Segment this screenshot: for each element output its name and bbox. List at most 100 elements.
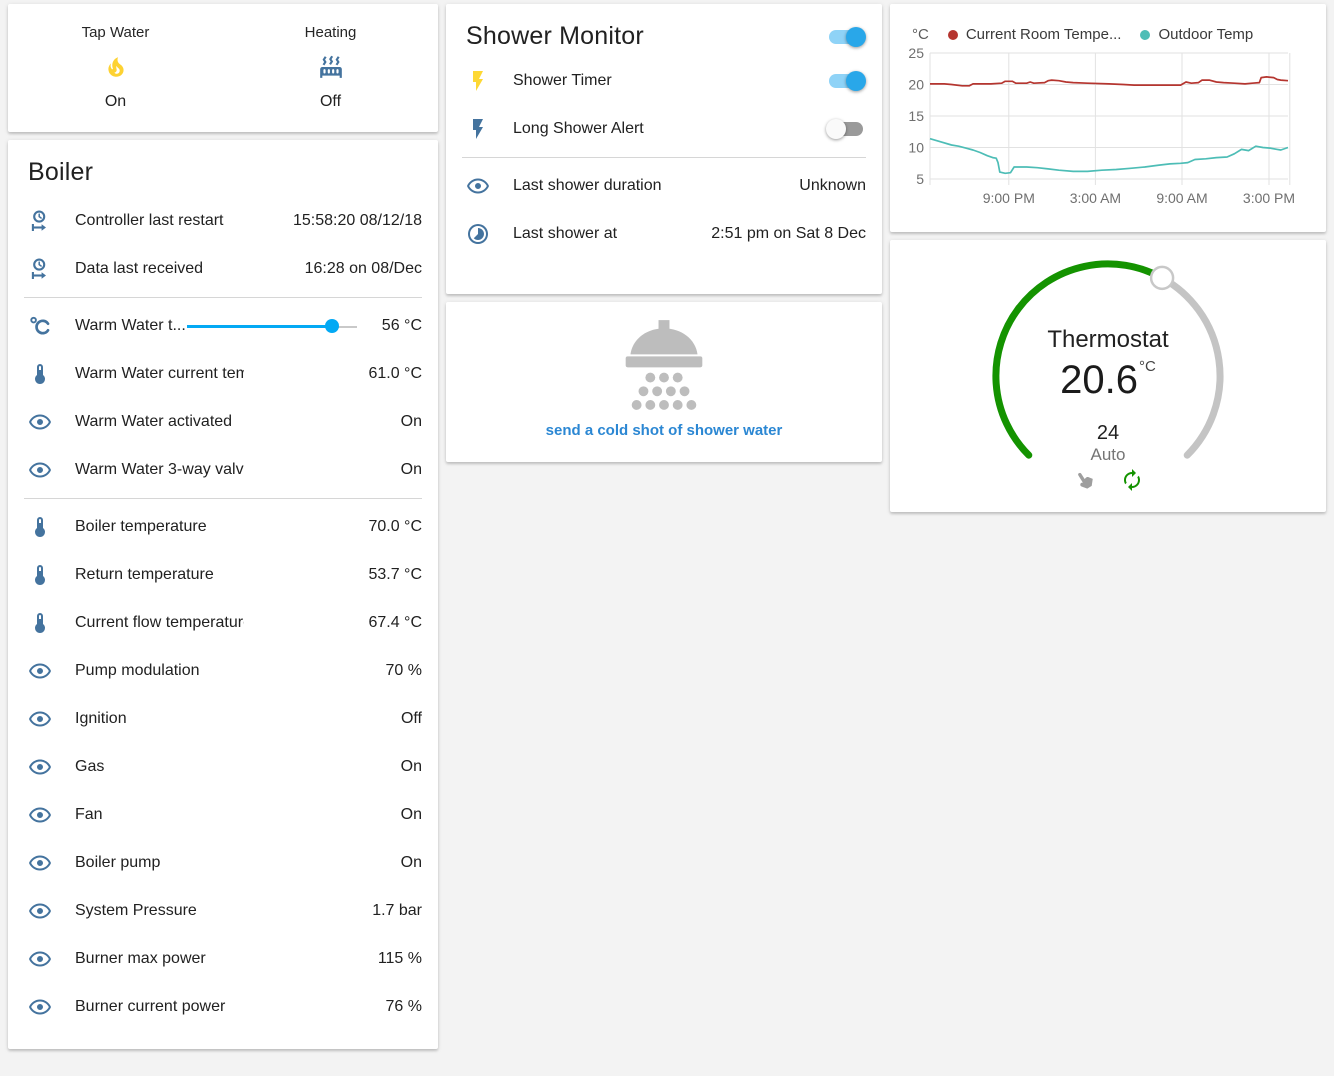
entity-row-warm-water-current-temperature[interactable]: Warm Water current temperature 61.0 °C [8, 350, 438, 398]
entity-state: 56 °C [381, 317, 422, 334]
eye-icon [28, 899, 52, 923]
timelapse-icon [466, 222, 490, 246]
entity-name: Gas [75, 758, 105, 775]
dial-rest-arc [1158, 274, 1224, 459]
glance-item-label: Heating [304, 24, 357, 41]
eye-icon [28, 707, 52, 731]
warm-water-temp-slider[interactable] [187, 316, 357, 336]
eye-icon [28, 995, 52, 1019]
entity-name: System Pressure [75, 902, 197, 919]
shower-head-icon [611, 316, 717, 420]
entity-state: On [400, 806, 422, 823]
entity-name: Ignition [75, 710, 127, 727]
entity-row-burner-current-power[interactable]: Burner current power 76 % [8, 983, 438, 1031]
svg-text:3:00 AM: 3:00 AM [1070, 190, 1121, 206]
eye-icon [28, 458, 52, 482]
entity-row-data-last-received[interactable]: Data last received 16:28 on 08/Dec [8, 245, 438, 293]
toggle-thumb [846, 71, 866, 91]
entity-name: Warm Water 3-way valve [75, 461, 244, 478]
entity-state: 70 % [385, 662, 422, 679]
entity-row-fan[interactable]: Fan On [8, 791, 438, 839]
entity-state: 115 % [377, 950, 422, 967]
entity-row-burner-max-power[interactable]: Burner max power 115 % [8, 935, 438, 983]
svg-text:15: 15 [908, 108, 924, 124]
shower-timer-toggle[interactable] [826, 71, 866, 91]
entity-row-gas[interactable]: Gas On [8, 743, 438, 791]
entity-state: 15:58:20 08/12/18 [292, 212, 422, 229]
svg-text:20: 20 [908, 77, 924, 93]
autorenew-icon[interactable] [1120, 468, 1144, 492]
entity-row-boiler-pump[interactable]: Boiler pump On [8, 839, 438, 887]
boiler-card-title: Boiler [28, 158, 94, 186]
entity-row-return-temperature[interactable]: Return temperature 53.7 °C [8, 551, 438, 599]
long-shower-alert-toggle[interactable] [826, 119, 866, 139]
entity-row-boiler-temperature[interactable]: Boiler temperature 70.0 °C [8, 503, 438, 551]
svg-text:25: 25 [908, 45, 924, 61]
radiator-icon [318, 54, 344, 80]
entity-name: Long Shower Alert [513, 120, 644, 137]
entity-state: 2:51 pm on Sat 8 Dec [711, 225, 866, 242]
thermostat-mode: Auto [1090, 445, 1126, 464]
svg-text:3:00 PM: 3:00 PM [1243, 190, 1295, 206]
entity-row-long-shower-alert[interactable]: Long Shower Alert [446, 105, 882, 153]
clock-start-icon [28, 209, 52, 233]
chart-unit-label: °C [912, 26, 929, 43]
entity-name: Shower Timer [513, 72, 612, 89]
entity-row-warm-water-t[interactable]: Warm Water t... 56 °C [8, 302, 438, 350]
entity-row-pump-modulation[interactable]: Pump modulation 70 % [8, 647, 438, 695]
entity-row-warm-water-activated[interactable]: Warm Water activated On [8, 398, 438, 446]
thermostat-dial[interactable] [890, 240, 1326, 512]
svg-text:9:00 PM: 9:00 PM [983, 190, 1035, 206]
legend-dot [1140, 29, 1151, 40]
entity-row-ignition[interactable]: Ignition Off [8, 695, 438, 743]
entity-name: Controller last restart [75, 212, 224, 229]
entity-row-system-pressure[interactable]: System Pressure 1.7 bar [8, 887, 438, 935]
clock-start-icon [28, 257, 52, 281]
entity-name: Boiler temperature [75, 518, 207, 535]
entity-name: Burner current power [75, 998, 226, 1015]
eye-icon [28, 803, 52, 827]
entity-state: 70.0 °C [368, 518, 422, 535]
glance-item-label: Tap Water [81, 24, 150, 41]
temperature-unit: °C [1139, 358, 1156, 375]
history-chart: 25 20 15 10 5 9:00 PM 3:00 AM 9:00 AM 3:00 PM [908, 45, 1295, 206]
entity-state: 16:28 on 08/Dec [304, 260, 422, 277]
entity-row-controller-last-restart[interactable]: Controller last restart 15:58:20 08/12/18 [8, 197, 438, 245]
legend-item-current-room-tempe: Current Room Tempe... [947, 26, 1121, 43]
toggle-thumb [826, 119, 846, 139]
glance-item-state: Off [319, 93, 342, 110]
entity-name: Current flow temperature [75, 614, 244, 631]
flash-icon [466, 69, 490, 93]
shower-monitor-toggle[interactable] [826, 26, 866, 47]
history-chart-card: °C Current Room Tempe... Outdoor Temp 25 2… [890, 4, 1326, 232]
entity-state: 1.7 bar [372, 902, 422, 919]
thermostat-current-temperature: 20.6°C [890, 358, 1326, 403]
glance-item-state: On [104, 93, 127, 110]
shower-rows: Shower Timer Long Shower Alert Last shower… [446, 57, 882, 278]
hand-pointer-icon[interactable] [1068, 463, 1101, 496]
entity-row-last-shower-duration[interactable]: Last shower duration Unknown [446, 162, 882, 210]
glance-item-heating[interactable]: Heating Off [223, 24, 438, 132]
entity-row-shower-timer[interactable]: Shower Timer [446, 57, 882, 105]
eye-icon [28, 947, 52, 971]
glance-item-tap-water[interactable]: Tap Water On [8, 24, 223, 132]
entity-name: Warm Water t... [75, 317, 186, 334]
entity-state: 61.0 °C [368, 365, 422, 382]
fire-icon [103, 54, 129, 80]
cold-shot-link[interactable]: send a cold shot of shower water [545, 422, 783, 439]
divider [24, 498, 422, 499]
eye-icon [28, 755, 52, 779]
thermometer-icon [28, 362, 52, 386]
eye-icon [28, 410, 52, 434]
slider-thumb[interactable] [324, 319, 339, 333]
entity-row-warm-water-3-way-valve[interactable]: Warm Water 3-way valve On [8, 446, 438, 494]
entity-row-current-flow-temperature[interactable]: Current flow temperature 67.4 °C [8, 599, 438, 647]
thermostat-card: Thermostat 20.6°C 24 Auto [890, 240, 1326, 512]
entity-state: 76 % [385, 998, 422, 1015]
shower-monitor-card: Shower Monitor Shower Timer Long Shower A… [446, 4, 882, 294]
legend-dot [947, 29, 958, 40]
entity-state: On [400, 413, 422, 430]
thermostat-knob[interactable] [1149, 265, 1175, 291]
entity-state: Off [400, 710, 422, 727]
entity-row-last-shower-at[interactable]: Last shower at 2:51 pm on Sat 8 Dec [446, 210, 882, 258]
